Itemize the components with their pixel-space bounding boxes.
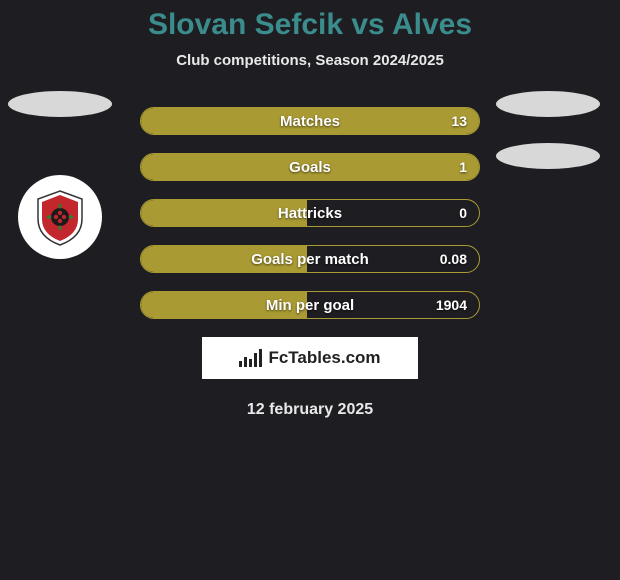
- stat-bar: Hattricks0: [140, 199, 480, 227]
- stat-bar-label: Min per goal: [141, 292, 479, 318]
- brand-text: FcTables.com: [268, 348, 380, 368]
- stat-bar-value: 1904: [436, 292, 467, 318]
- stat-bar: Min per goal1904: [140, 291, 480, 319]
- stat-bar-label: Hattricks: [141, 200, 479, 226]
- stat-bar: Matches13: [140, 107, 480, 135]
- stat-bar-label: Goals per match: [141, 246, 479, 272]
- stat-bar: Goals1: [140, 153, 480, 181]
- right-player-column: [496, 91, 600, 169]
- stat-bar-label: Matches: [141, 108, 479, 134]
- player-slot-ellipse: [496, 91, 600, 117]
- date-text: 12 february 2025: [0, 401, 620, 419]
- page-title: Slovan Sefcik vs Alves: [0, 0, 620, 42]
- stat-bar-value: 0: [459, 200, 467, 226]
- player-slot-ellipse: [8, 91, 112, 117]
- stat-bar-value: 1: [459, 154, 467, 180]
- stat-bar-value: 13: [451, 108, 467, 134]
- stat-bar-value: 0.08: [440, 246, 467, 272]
- bar-chart-icon: [239, 349, 262, 367]
- player-slot-ellipse: [496, 143, 600, 169]
- club-badge-icon: [18, 175, 102, 259]
- subtitle: Club competitions, Season 2024/2025: [0, 52, 620, 69]
- stat-bars: Matches13 Goals1 Hattricks0 Goals per match…: [140, 107, 480, 319]
- brand-box: FcTables.com: [202, 337, 418, 379]
- stat-bar-label: Goals: [141, 154, 479, 180]
- left-player-column: [8, 91, 112, 259]
- comparison-chart: Matches13 Goals1 Hattricks0 Goals per match…: [0, 107, 620, 319]
- stat-bar: Goals per match0.08: [140, 245, 480, 273]
